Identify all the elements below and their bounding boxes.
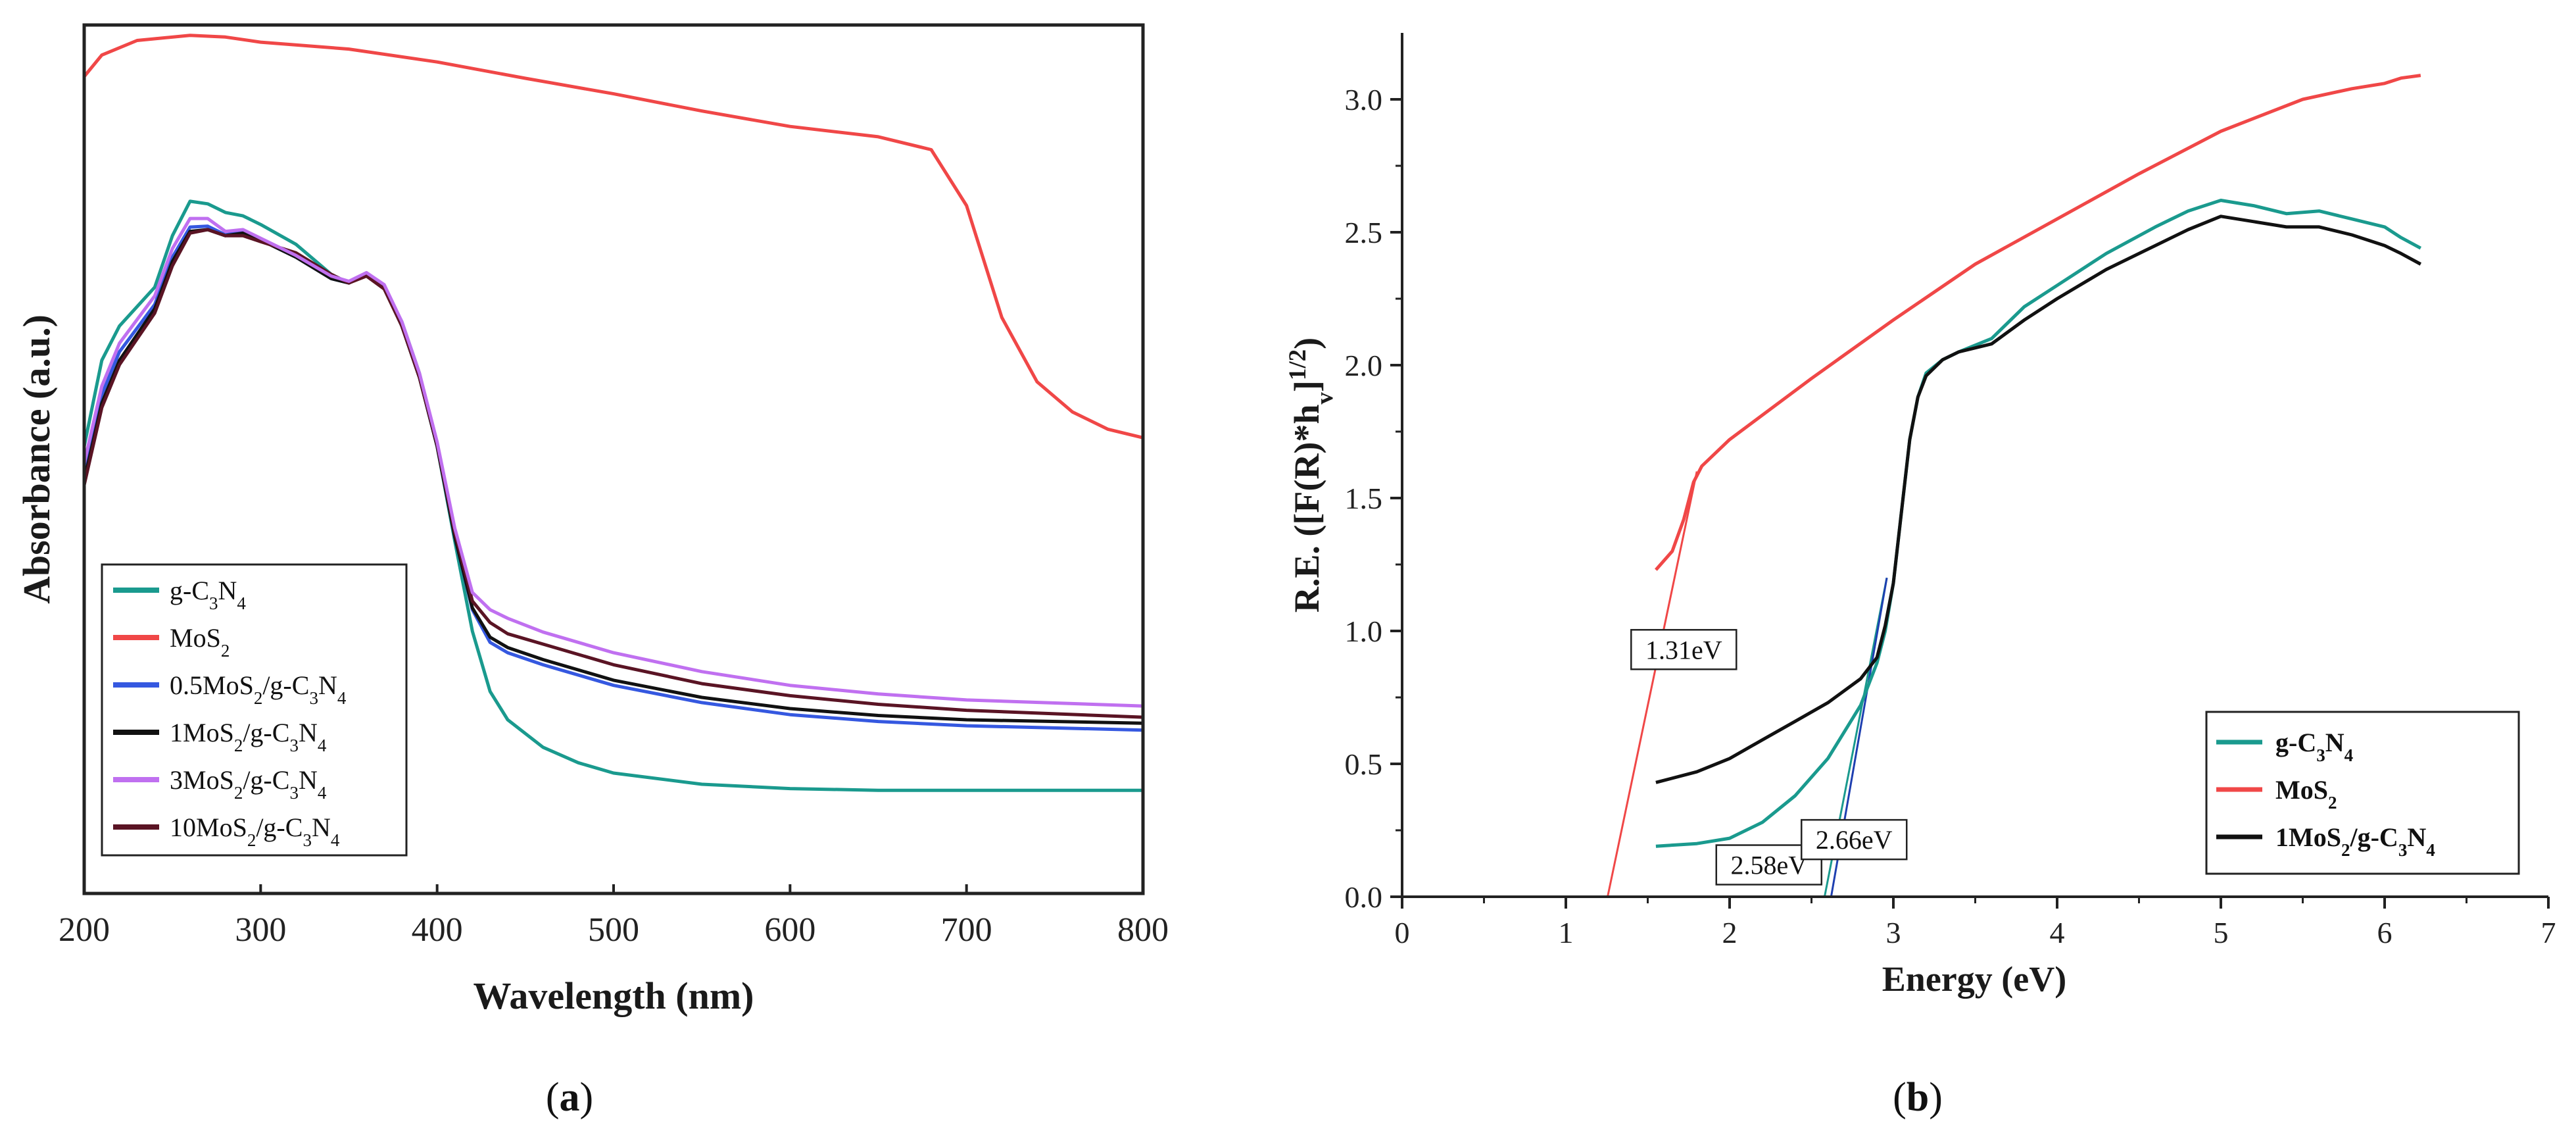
panel-b-legend-label-1mos2-g-c3n4: 1MoS2/g-C3N4 xyxy=(2275,822,2435,860)
panel-b: 0 1 2 3 4 5 6 7 0.0 0.5 1.0 1.5 2.0 2.5 3.0 Energy (e… xyxy=(1284,33,2556,1120)
panel-a-x-tick-label: 800 xyxy=(1117,911,1169,949)
panel-b-y-tick-label: 1.5 xyxy=(1345,482,1383,515)
panel-a-legend-label-3mos2-g-c3n4: 3MoS2/g-C3N4 xyxy=(170,765,327,803)
panel-b-annotation-label: 2.58eV xyxy=(1730,851,1807,880)
panel-b-annotation-box xyxy=(1800,818,1908,861)
panel-b-x-tick-label: 6 xyxy=(2377,916,2393,949)
panel-a-series-mos2 xyxy=(83,34,1144,439)
panel-b-caption-letter: b xyxy=(1907,1075,1929,1120)
panel-b-annotation-3: 2.66eV xyxy=(1800,818,1908,861)
panel-a-x-axis-label: Wavelength (nm) xyxy=(474,974,754,1017)
panel-a-x-tick-label: 300 xyxy=(235,911,286,949)
panel-b-y-tick-label: 2.0 xyxy=(1345,349,1383,382)
panel-b-x-ticks: 0 1 2 3 4 5 6 7 xyxy=(1395,897,2556,949)
panel-a-legend-entries: g-C3N4 MoS2 0.5MoS2/g-C3N4 1MoS2/g-C3N4 3MoS… xyxy=(113,576,347,850)
panel-b-annotation-box xyxy=(1630,629,1738,670)
panel-b-legend-label-mos2: MoS2 xyxy=(2275,775,2337,813)
panel-a-legend-label-1mos2-g-c3n4: 1MoS2/g-C3N4 xyxy=(170,718,327,755)
panel-b-annotation-2: 2.58eV xyxy=(1715,844,1823,886)
panel-b-y-tick-label: 2.5 xyxy=(1345,216,1383,249)
panel-b-y-tick-label: 3.0 xyxy=(1345,83,1383,116)
panel-b-y-axis-label: R.E. ([F(R)*hv]1/2) xyxy=(1284,338,1338,613)
panel-a-x-tick-label: 400 xyxy=(412,911,463,949)
panel-a-caption-letter: a xyxy=(560,1075,580,1120)
panel-a-caption: (a) xyxy=(546,1075,593,1120)
panel-a: 200 300 400 500 600 700 800 Wavelength (nm) Ab… xyxy=(15,23,1169,1120)
panel-b-y-tick-label: 0.5 xyxy=(1345,747,1383,781)
panel-b-annotations: 1.31eV 2.58eV 2.66eV xyxy=(1630,629,1908,886)
panel-a-x-tick-label: 200 xyxy=(59,911,110,949)
panel-a-legend-label-mos2: MoS2 xyxy=(170,623,230,661)
panel-a-series-3mos2-g-c3n4 xyxy=(82,216,1144,708)
panel-b-legend-box xyxy=(2205,711,2520,875)
panel-a-x-tick-label: 500 xyxy=(588,911,639,949)
panel-a-legend: g-C3N4 MoS2 0.5MoS2/g-C3N4 1MoS2/g-C3N4 3MoS… xyxy=(101,563,408,857)
panel-b-x-tick-label: 0 xyxy=(1395,916,1410,949)
panel-a-x-tick-label: 600 xyxy=(764,911,815,949)
panel-b-annotation-1: 1.31eV xyxy=(1630,629,1738,670)
panel-a-legend-label-g-c3n4: g-C3N4 xyxy=(170,576,246,613)
panel-b-y-ticks: 0.0 0.5 1.0 1.5 2.0 2.5 3.0 xyxy=(1345,83,1402,914)
panel-b-series-mos2 xyxy=(1655,74,2421,571)
panel-a-series-10mos2-g-c3n4 xyxy=(82,228,1144,719)
panel-b-x-axis-label: Energy (eV) xyxy=(1882,959,2066,999)
panel-b-y-tick-label: 0.0 xyxy=(1345,880,1383,914)
panel-b-tangent-line-1 xyxy=(1607,471,1698,897)
panel-b-legend: g-C3N4 MoS2 1MoS2/g-C3N4 xyxy=(2205,711,2520,875)
panel-a-legend-label-0-5mos2-g-c3n4: 0.5MoS2/g-C3N4 xyxy=(170,670,347,708)
panel-b-y-tick-label: 1.0 xyxy=(1345,615,1383,648)
panel-b-x-tick-label: 5 xyxy=(2214,916,2229,949)
panel-a-x-ticks: 200 300 400 500 600 700 800 xyxy=(59,884,1169,949)
panel-b-annotation-label: 1.31eV xyxy=(1645,635,1722,665)
panel-a-series-group xyxy=(82,34,1144,792)
panel-b-x-tick-label: 1 xyxy=(1559,916,1574,949)
panel-b-x-tick-label: 4 xyxy=(2050,916,2065,949)
panel-b-series-1mos2-g-c3n4 xyxy=(1655,214,2421,784)
panel-b-legend-entries: g-C3N4 MoS2 1MoS2/g-C3N4 xyxy=(2216,728,2435,860)
panel-b-series-group xyxy=(1655,74,2421,848)
panel-b-legend-label-g-c3n4: g-C3N4 xyxy=(2275,728,2353,765)
panel-a-legend-label-10mos2-g-c3n4: 10MoS2/g-C3N4 xyxy=(170,813,340,850)
panel-b-x-tick-label: 2 xyxy=(1722,916,1738,949)
panel-b-caption: (b) xyxy=(1893,1075,1943,1120)
panel-a-y-axis-label: Absorbance (a.u.) xyxy=(15,314,58,604)
panel-a-x-tick-label: 700 xyxy=(941,911,992,949)
panel-b-annotation-label: 2.66eV xyxy=(1816,825,1893,855)
panel-b-x-tick-label: 3 xyxy=(1886,916,1901,949)
panel-b-x-tick-label: 7 xyxy=(2541,916,2556,949)
panel-a-legend-box xyxy=(101,563,408,857)
